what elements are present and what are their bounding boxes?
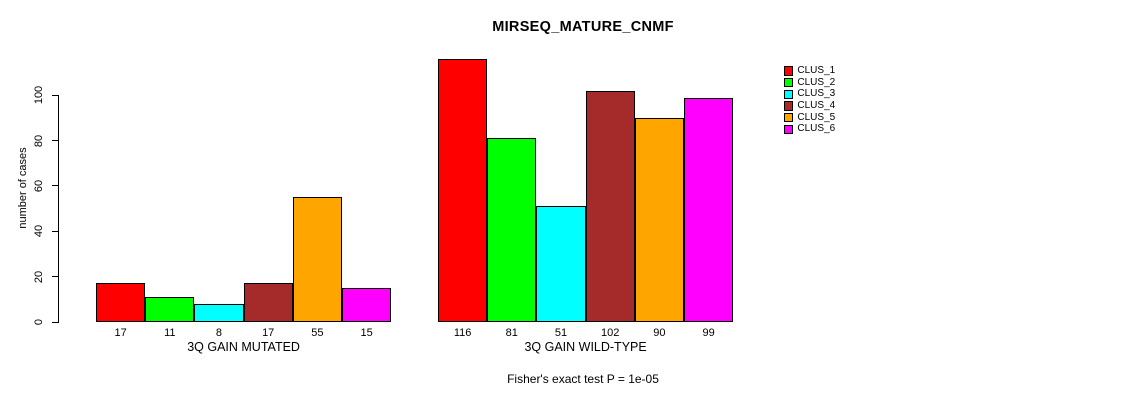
y-axis-tick-label: 60 (33, 179, 45, 193)
legend-swatch-icon (784, 101, 794, 111)
legend-swatch-icon (784, 112, 794, 123)
legend-entry-clus_3: CLUS_3 (784, 88, 835, 100)
legend-label: CLUS_5 (797, 111, 836, 123)
bar-value-label: 90 (653, 327, 666, 339)
bar-value-label: 81 (505, 327, 518, 339)
legend: CLUS_1 CLUS_2 CLUS_3 CLUS_4 CLUS_5 CLUS_6 (784, 65, 835, 135)
y-axis-tick (52, 140, 59, 142)
bar-clus_5-group1 (292, 197, 342, 322)
chart-title: MIRSEQ_MATURE_CNMF (492, 19, 674, 35)
y-axis-tick-label: 100 (33, 86, 45, 105)
bar-clus_2-group1 (145, 297, 195, 322)
y-axis-tick-label: 20 (33, 270, 45, 283)
legend-swatch-icon (784, 77, 794, 88)
legend-entry-clus_5: CLUS_5 (784, 112, 835, 124)
bar-value-label: 102 (601, 327, 620, 339)
y-axis-tick (52, 94, 59, 96)
y-axis-tick-label: 40 (33, 225, 45, 238)
bar-clus_2-group2 (487, 138, 537, 322)
bar-clus_3-group2 (536, 206, 586, 322)
bar-value-label: 55 (311, 327, 324, 339)
bar-value-label: 17 (114, 327, 127, 339)
legend-swatch-icon (784, 66, 794, 76)
bar-value-label: 51 (554, 327, 568, 339)
legend-label: CLUS_3 (797, 88, 836, 100)
bar-clus_4-group2 (585, 90, 635, 322)
legend-entry-clus_2: CLUS_2 (784, 77, 835, 89)
y-axis-tick (52, 230, 59, 232)
bar-value-label: 116 (453, 327, 472, 339)
y-axis-tick (52, 276, 59, 278)
legend-swatch-icon (784, 124, 794, 134)
legend-entry-clus_6: CLUS_6 (784, 123, 835, 135)
y-axis-title: number of cases (17, 147, 29, 229)
x-axis-group-label: 3Q GAIN WILD-TYPE (524, 340, 647, 354)
y-axis-line (58, 95, 59, 322)
bar-value-label: 15 (360, 327, 373, 339)
bar-clus_5-group2 (634, 117, 684, 322)
legend-entry-clus_4: CLUS_4 (784, 100, 835, 112)
bar-clus_4-group1 (243, 283, 293, 322)
bar-value-label: 8 (215, 327, 223, 339)
bar-clus_3-group1 (194, 303, 244, 322)
y-axis-tick-label: 80 (33, 134, 45, 147)
x-axis-group-label: 3Q GAIN MUTATED (187, 340, 300, 354)
bar-value-label: 17 (262, 327, 275, 339)
bar-clus_1-group2 (438, 59, 488, 322)
legend-entry-clus_1: CLUS_1 (784, 65, 835, 77)
bar-value-label: 99 (702, 327, 715, 339)
legend-label: CLUS_6 (797, 123, 836, 135)
y-axis-tick (52, 321, 59, 323)
legend-label: CLUS_1 (797, 64, 836, 76)
bar-clus_1-group1 (96, 283, 146, 322)
legend-label: CLUS_2 (797, 76, 836, 88)
bar-clus_6-group1 (342, 287, 392, 322)
legend-label: CLUS_4 (797, 99, 836, 111)
legend-swatch-icon (784, 89, 794, 99)
y-axis-tick-label: 0 (33, 318, 45, 326)
bar-value-label: 11 (164, 327, 176, 339)
bar-clus_6-group2 (684, 97, 734, 322)
y-axis-tick (52, 185, 59, 187)
statistical-test-caption: Fisher's exact test P = 1e-05 (507, 372, 659, 386)
